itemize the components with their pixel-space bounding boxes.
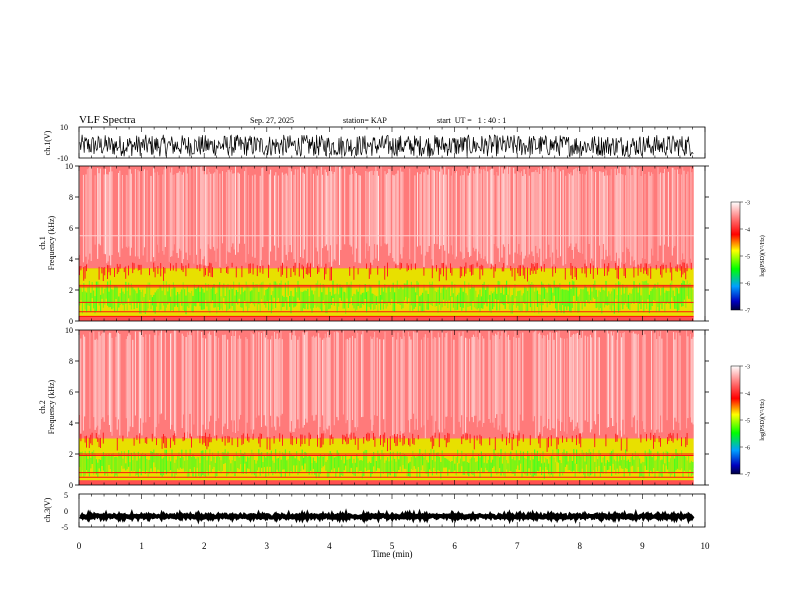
spec1-ytick-2: 4: [69, 255, 73, 264]
time-axis: 0 1 2 3 4 5 6 7 8 9 10: [77, 127, 710, 551]
ch1-spec-ylabel-channel: ch.1: [38, 236, 47, 250]
panel-ch3-wave: 5 0 -5 ch.3(V): [43, 491, 706, 532]
panel-ch1-spectrogram: 0 2 4 6 8 10 ch.1 Frequency (kHz): [38, 162, 709, 326]
spec2-ytick-0: 0: [69, 481, 73, 490]
figure-title: VLF Spectra: [79, 114, 136, 126]
panel-ch1-wave: 10 -10 ch.1(V): [43, 123, 706, 163]
x-axis-label: Time (min): [372, 549, 413, 559]
figure-start-time: start UT = 1 : 40 : 1: [437, 116, 506, 125]
ch2-spectrogram-image: [79, 330, 705, 485]
cb2-ticks-label-1: -4: [745, 392, 750, 398]
ch1-spectrogram-image: [79, 166, 705, 321]
ch3-waveform-line: [79, 508, 695, 525]
cb1-ticks-label-2: -5: [745, 255, 750, 261]
ch1-colorbar-label: log(PSD)(V²/Hz): [759, 235, 766, 276]
ch2-spec-ylabel-channel: ch.2: [38, 400, 47, 414]
ch2-colorbar: -3 -4 -5 -6 -7 log(PSD)(V²/Hz): [730, 365, 766, 479]
spec1-ytick-1: 2: [69, 286, 73, 295]
x-tick-label-8: 8: [578, 541, 583, 551]
x-tick-label-1: 1: [139, 541, 144, 551]
spec2-ytick-3: 6: [69, 388, 73, 397]
x-tick-label-3: 3: [265, 541, 270, 551]
spec2-ytick-1: 2: [69, 450, 73, 459]
spec1-ytick-3: 6: [69, 224, 73, 233]
figure-date: Sep. 27, 2025: [250, 116, 294, 125]
x-tick-label-6: 6: [452, 541, 457, 551]
ch3-wave-tick-top: 5: [64, 491, 68, 500]
x-tick-label-0: 0: [77, 541, 82, 551]
spec2-ytick-2: 4: [69, 419, 73, 428]
ch2-spec-ylabel: Frequency (kHz): [47, 379, 56, 434]
ch1-wave-ylabel: ch.1(V): [43, 130, 52, 155]
spec2-ytick-5: 10: [65, 326, 73, 335]
ch3-wave-tick-bottom: -5: [61, 523, 68, 532]
ch1-colorbar: -3 -4 -5 -6 -7 log(PSD)(V²/Hz): [730, 201, 766, 315]
ch2-colorbar-label: log(PSD)(V²/Hz): [759, 399, 766, 440]
cb2-ticks-label-3: -6: [745, 446, 750, 452]
cb1-ticks-label-0: -3: [745, 201, 750, 207]
x-tick-label-9: 9: [640, 541, 645, 551]
ch1-wave-tick-bottom: -10: [57, 154, 68, 163]
spec2-ytick-4: 8: [69, 357, 73, 366]
ch1-waveform-line: [79, 134, 694, 158]
x-tick-label-7: 7: [515, 541, 520, 551]
panel-ch2-spectrogram: 0 2 4 6 8 10 ch.2 Frequency (kHz): [38, 326, 709, 490]
figure-station: station= KAP: [343, 116, 387, 125]
ch1-spec-ylabel: Frequency (kHz): [47, 215, 56, 270]
x-tick-label-5: 5: [390, 541, 395, 551]
cb1-ticks-label-1: -4: [745, 228, 750, 234]
ch3-wave-tick-mid: 0: [64, 507, 68, 516]
cb2-ticks-label-4: -7: [745, 473, 750, 479]
spec1-ytick-4: 8: [69, 193, 73, 202]
x-tick-label-4: 4: [327, 541, 332, 551]
cb1-ticks-label-4: -7: [745, 309, 750, 315]
x-tick-label-10: 10: [701, 541, 711, 551]
cb2-ticks-label-0: -3: [745, 365, 750, 371]
x-tick-label-2: 2: [202, 541, 207, 551]
cb1-ticks-label-3: -6: [745, 282, 750, 288]
cb2-ticks-label-2: -5: [745, 419, 750, 425]
ch3-wave-ylabel: ch.3(V): [43, 497, 52, 522]
spec1-ytick-0: 0: [69, 317, 73, 326]
ch1-wave-tick-top: 10: [60, 123, 68, 132]
spec1-ytick-5: 10: [65, 162, 73, 171]
